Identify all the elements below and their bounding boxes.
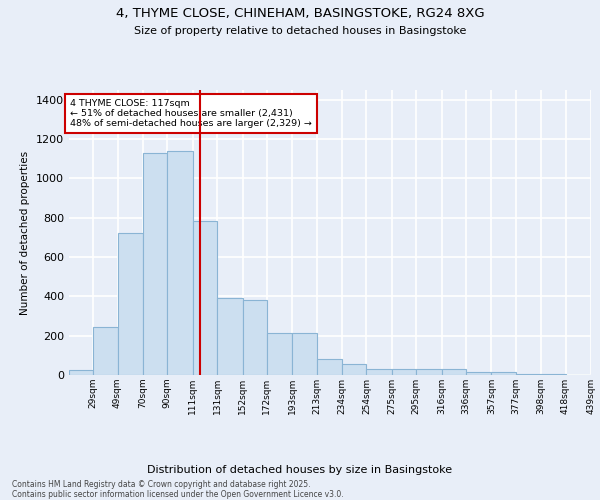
Bar [516,374,541,375]
Bar [267,332,292,375]
Bar [217,298,242,375]
Bar [118,234,143,375]
Bar [69,370,93,375]
Bar [541,374,566,375]
Y-axis label: Number of detached properties: Number of detached properties [20,150,31,314]
Bar [367,369,392,375]
Bar [242,300,267,375]
Bar [442,369,466,375]
Bar [317,360,342,375]
Bar [416,369,442,375]
Bar [143,153,167,375]
Bar [93,327,118,375]
Bar [392,369,416,375]
Bar [491,372,516,375]
Bar [167,151,193,375]
Text: Distribution of detached houses by size in Basingstoke: Distribution of detached houses by size … [148,465,452,475]
Bar [342,364,367,375]
Text: 4 THYME CLOSE: 117sqm
← 51% of detached houses are smaller (2,431)
48% of semi-d: 4 THYME CLOSE: 117sqm ← 51% of detached … [70,98,312,128]
Bar [193,220,217,375]
Bar [292,332,317,375]
Text: 4, THYME CLOSE, CHINEHAM, BASINGSTOKE, RG24 8XG: 4, THYME CLOSE, CHINEHAM, BASINGSTOKE, R… [116,8,484,20]
Text: Contains HM Land Registry data © Crown copyright and database right 2025.
Contai: Contains HM Land Registry data © Crown c… [12,480,344,499]
Text: Size of property relative to detached houses in Basingstoke: Size of property relative to detached ho… [134,26,466,36]
Bar [466,372,491,375]
